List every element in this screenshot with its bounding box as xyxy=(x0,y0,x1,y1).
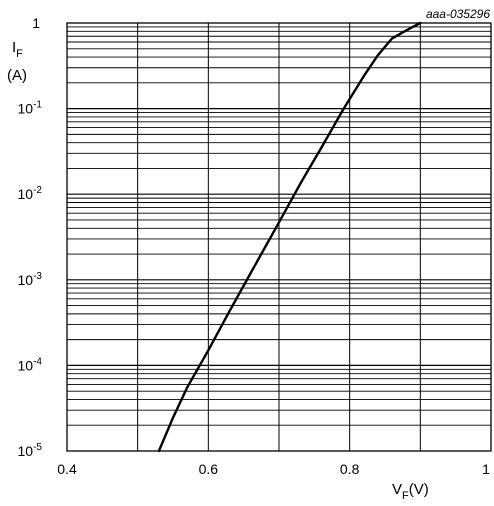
figure-id: aaa-035296 xyxy=(426,7,490,21)
y-tick-label: 10-1 xyxy=(18,100,43,117)
series-line xyxy=(157,21,422,453)
y-tick-label: 1 xyxy=(32,15,40,31)
x-tick-label: 1 xyxy=(482,461,490,477)
y-tick-label: 10-5 xyxy=(18,442,43,459)
x-axis-title: VF(V) xyxy=(392,481,429,502)
y-axis-title: IF xyxy=(12,39,23,60)
x-axis-subscript: F xyxy=(402,490,409,502)
x-tick-labels: 0.4 0.6 0.8 1 xyxy=(57,461,490,477)
y-axis-unit: (A) xyxy=(7,67,27,84)
x-axis-symbol: V xyxy=(392,481,402,498)
plot-frame xyxy=(66,22,492,452)
x-tick-label: 0.6 xyxy=(199,461,219,477)
x-tick-label: 0.4 xyxy=(57,461,77,477)
y-axis-subscript: F xyxy=(16,48,23,60)
y-axis-symbol: I xyxy=(12,39,16,56)
x-tick-label: 0.8 xyxy=(340,461,360,477)
y-tick-label: 10-3 xyxy=(18,271,43,288)
x-axis-unit: (V) xyxy=(409,481,429,498)
major-gridlines xyxy=(67,23,491,451)
y-tick-labels: 1 10-1 10-2 10-3 10-4 10-5 xyxy=(18,15,43,459)
y-tick-label: 10-2 xyxy=(18,185,43,202)
y-tick-label: 10-4 xyxy=(18,356,43,373)
